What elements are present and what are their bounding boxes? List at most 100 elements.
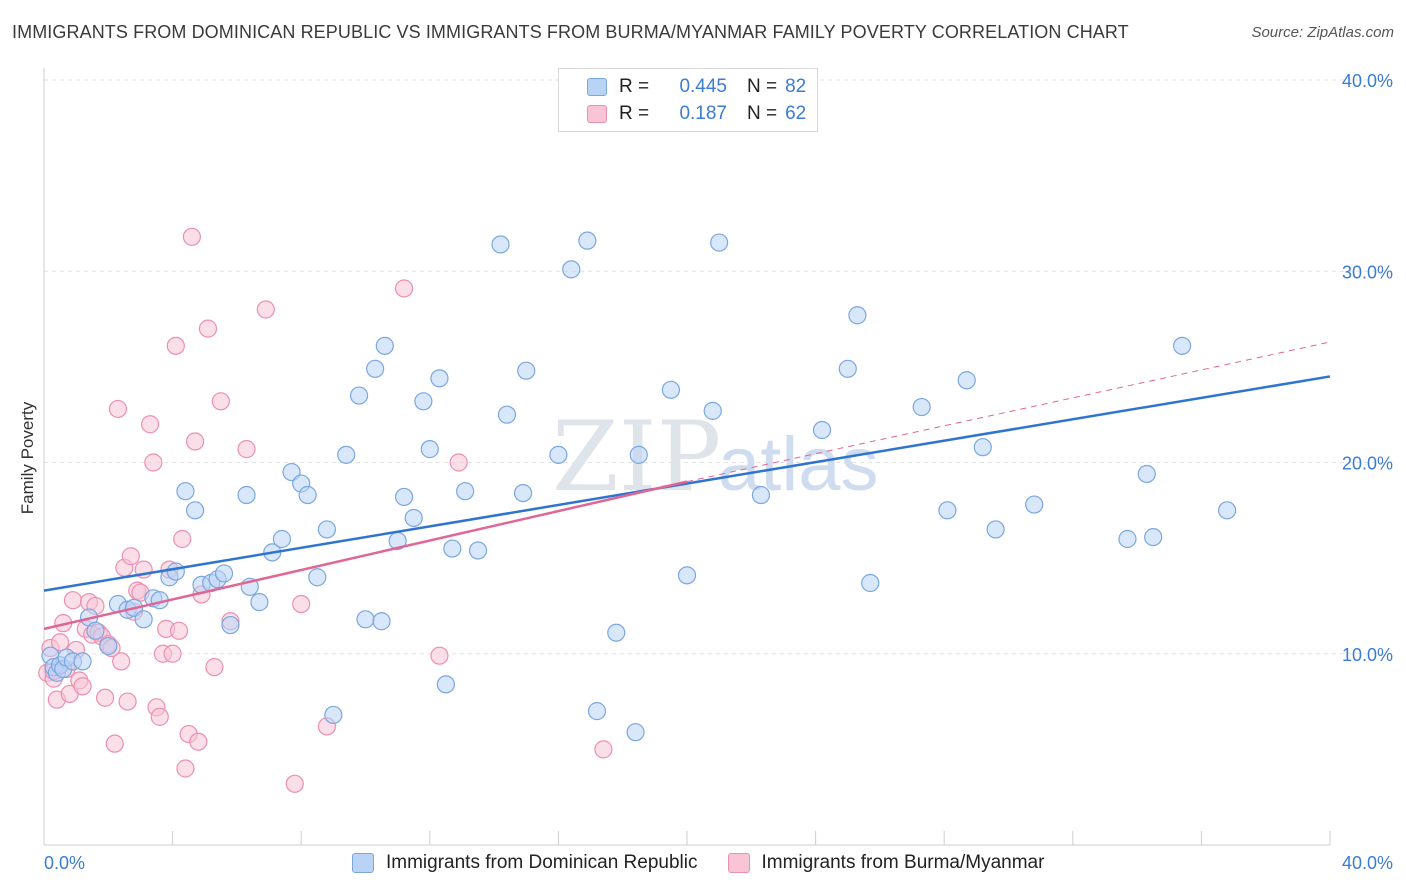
data-point-dominican <box>1118 529 1137 549</box>
data-point-dominican <box>1218 501 1237 520</box>
data-point-dominican <box>986 520 1005 539</box>
data-point-burma <box>189 732 208 751</box>
data-point-burma <box>198 319 218 338</box>
data-point-dominican <box>1144 527 1163 547</box>
legend-label-dominican: Immigrants from Dominican Republic <box>386 852 698 873</box>
data-point-dominican <box>86 621 105 640</box>
legend-swatch-blue <box>587 78 607 96</box>
series-legend: Immigrants from Dominican Republic Immig… <box>352 852 1074 874</box>
legend-r-label: R = <box>619 76 650 97</box>
data-point-dominican <box>404 508 423 528</box>
data-point-dominican <box>562 260 581 279</box>
data-point-dominican <box>372 612 391 631</box>
legend-label-burma: Immigrants from Burma/Myanmar <box>761 852 1045 873</box>
source-label: Source: ZipAtlas.com <box>1251 24 1394 41</box>
data-point-dominican <box>838 359 857 378</box>
data-point-burma <box>430 646 449 665</box>
data-point-dominican <box>1025 495 1044 514</box>
legend-n-label: N = <box>747 103 778 124</box>
trend-line-dominican <box>43 375 1331 592</box>
data-point-burma <box>182 227 201 246</box>
data-point-dominican <box>629 445 648 464</box>
trend-lines <box>43 341 1331 631</box>
data-point-burma <box>285 774 304 793</box>
data-point-burma <box>292 594 311 614</box>
legend-swatch-pink <box>727 853 750 873</box>
data-point-burma <box>186 432 205 451</box>
data-point-burma <box>205 658 224 677</box>
data-point-dominican <box>468 541 488 560</box>
data-point-dominican <box>237 485 256 505</box>
legend-item-burma[interactable]: Immigrants from Burma/Myanmar <box>727 852 1045 874</box>
data-point-dominican <box>99 636 118 656</box>
data-point-dominican <box>848 306 867 325</box>
data-point-dominican <box>710 233 729 252</box>
data-point-burma <box>50 633 70 652</box>
correlation-legend: R = 0.445 N = 82 R = 0.187 N = 62 <box>558 68 818 132</box>
data-point-dominican <box>166 562 185 581</box>
data-point-dominican <box>497 405 517 424</box>
data-point-dominican <box>214 564 234 583</box>
legend-swatch-blue <box>352 853 374 873</box>
legend-item-dominican[interactable]: Immigrants from Dominican Republic <box>352 852 698 874</box>
legend-r-value: 0.187 <box>679 103 727 124</box>
data-point-burma <box>121 547 140 566</box>
data-point-dominican <box>1173 336 1192 355</box>
gridlines <box>44 79 1393 655</box>
data-point-burma <box>73 677 92 696</box>
legend-swatch-pink <box>587 105 607 123</box>
legend-n-label: N = <box>747 76 778 97</box>
y-tick-label: 20.0% <box>1342 454 1393 474</box>
data-point-dominican <box>513 484 533 503</box>
data-point-dominican <box>134 610 153 629</box>
trend-line-burma <box>43 480 688 631</box>
data-point-burma <box>237 440 256 459</box>
data-point-dominican <box>375 336 394 355</box>
data-point-burma <box>256 300 275 319</box>
y-tick-label: 40.0% <box>1342 71 1393 91</box>
data-point-burma <box>449 453 468 472</box>
y-tick-label: 10.0% <box>1342 645 1393 665</box>
data-point-dominican <box>420 440 439 459</box>
data-point-dominican <box>436 675 455 694</box>
data-point-dominican <box>73 652 92 671</box>
data-point-burma <box>176 759 195 778</box>
data-point-dominican <box>491 235 510 254</box>
data-point-dominican <box>578 231 597 250</box>
data-point-dominican <box>443 539 462 558</box>
data-point-dominican <box>751 485 771 505</box>
data-point-dominican <box>366 359 385 378</box>
data-point-dominican <box>176 482 195 501</box>
data-point-dominican <box>298 485 317 505</box>
data-point-dominican <box>356 610 375 629</box>
x-tick-label-min: 0.0% <box>44 853 85 873</box>
data-point-dominican <box>677 566 697 585</box>
data-point-burma <box>112 652 131 671</box>
y-tick-labels: 10.0% 20.0% 30.0% 40.0% <box>1342 71 1393 665</box>
data-point-burma <box>63 591 83 610</box>
data-point-dominican <box>317 520 337 539</box>
data-point-dominican <box>587 702 607 721</box>
legend-r-value: 0.445 <box>679 76 727 97</box>
data-point-dominican <box>250 593 269 612</box>
axes <box>43 68 1331 846</box>
data-point-dominican <box>517 361 536 380</box>
data-point-dominican <box>1137 464 1156 484</box>
data-point-burma <box>594 740 613 759</box>
data-point-dominican <box>973 438 992 457</box>
data-point-dominican <box>324 705 343 725</box>
legend-row-burma: R = 0.187 N = 62 <box>587 102 806 126</box>
data-point-dominican <box>607 623 626 642</box>
legend-n-value: 62 <box>785 103 807 124</box>
data-point-dominican <box>456 482 475 501</box>
data-point-burma <box>144 453 163 472</box>
y-tick-label: 30.0% <box>1342 262 1393 282</box>
data-point-dominican <box>549 445 568 464</box>
data-point-dominican <box>912 397 931 417</box>
data-point-dominican <box>308 568 327 587</box>
data-point-burma <box>173 529 192 549</box>
data-point-dominican <box>337 445 356 464</box>
data-point-burma <box>150 707 169 726</box>
data-point-burma <box>211 392 230 411</box>
